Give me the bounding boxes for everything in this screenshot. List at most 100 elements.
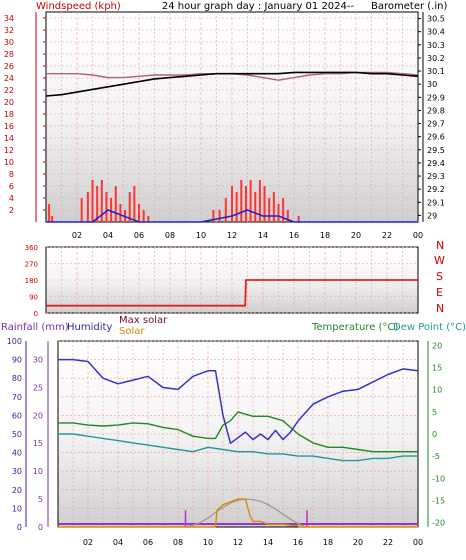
humidity-tick-80: 80: [12, 374, 22, 383]
direction-tick-180: 180: [25, 277, 38, 285]
bottom-x-tick-10: 10: [203, 538, 213, 547]
top-x-tick-08: 08: [165, 231, 175, 240]
top-x-tick-20: 20: [351, 231, 361, 240]
humidity-tick-100: 100: [7, 337, 22, 346]
wind-tick-24: 24: [4, 74, 14, 83]
wind-tick-32: 32: [4, 26, 14, 35]
bottom-x-tick-02: 02: [83, 538, 93, 547]
wind-tick-14: 14: [4, 134, 14, 143]
wind-tick-12: 12: [4, 146, 14, 155]
top-x-tick-12: 12: [227, 231, 237, 240]
humidity-tick-90: 90: [12, 356, 22, 365]
barometer-tick-30.1: 30.1: [427, 67, 445, 76]
windspeed-line: [46, 209, 418, 223]
humidity-tick-40: 40: [12, 449, 22, 458]
wind-tick-20: 20: [4, 98, 14, 107]
top-x-tick-06: 06: [134, 231, 144, 240]
windspeed-axis-label: Windspeed (kph): [36, 1, 121, 12]
wind-tick-6: 6: [9, 182, 14, 191]
top-x-tick-00: 00: [413, 231, 423, 240]
rain-tick-5: 5: [38, 495, 43, 504]
humidity-tick-50: 50: [12, 430, 22, 439]
direction-label-e: E: [436, 286, 443, 299]
wind-tick-26: 26: [4, 62, 14, 71]
direction-tick-270: 270: [25, 261, 38, 269]
direction-tick-0: 0: [34, 310, 38, 318]
humidity-tick-60: 60: [12, 411, 22, 420]
temperature-tick-15: 15: [432, 364, 442, 373]
barometer-tick-29.4: 29.4: [427, 159, 445, 168]
wind-tick-22: 22: [4, 86, 14, 95]
direction-label-n-top: N: [436, 239, 444, 252]
rain-tick-15: 15: [33, 439, 43, 448]
barometer-axis-label: Barometer (.in): [371, 1, 447, 12]
direction-tick-360: 360: [25, 244, 38, 252]
barometer-tick-30.2: 30.2: [427, 54, 445, 63]
top-x-tick-16: 16: [289, 231, 299, 240]
direction-label-n-bottom: N: [436, 302, 444, 315]
humidity-tick-20: 20: [12, 486, 22, 495]
humidity-tick-0: 0: [17, 523, 22, 532]
rainfall-axis-label: Rainfall (mm): [1, 322, 69, 333]
barometer-tick-29.2: 29.2: [427, 185, 445, 194]
direction-label-w: W: [434, 254, 445, 267]
wind-tick-34: 34: [4, 14, 14, 23]
top-x-tick-22: 22: [382, 231, 392, 240]
top-x-tick-18: 18: [320, 231, 330, 240]
solar-label: Solar: [119, 326, 145, 337]
temperature-tick--5: -5: [432, 452, 440, 461]
direction-tick-90: 90: [29, 294, 38, 302]
humidity-axis-label: Humidity: [67, 322, 112, 333]
bottom-x-tick-14: 14: [263, 538, 273, 547]
humidity-tick-70: 70: [12, 393, 22, 402]
top-x-tick-10: 10: [196, 231, 206, 240]
top-x-tick-14: 14: [258, 231, 268, 240]
wind-tick-16: 16: [4, 122, 14, 131]
temperature-tick--15: -15: [432, 496, 445, 505]
bottom-x-tick-20: 20: [353, 538, 363, 547]
bottom-x-tick-04: 04: [113, 538, 123, 547]
temperature-tick-10: 10: [432, 386, 442, 395]
temperature-axis-label: Temperature (°C): [311, 322, 398, 333]
barometer-tick-29.7: 29.7: [427, 120, 445, 129]
top-x-tick-04: 04: [103, 231, 113, 240]
wind-tick-28: 28: [4, 50, 14, 59]
bottom-x-tick-00: 00: [413, 538, 423, 547]
wind-tick-18: 18: [4, 110, 14, 119]
barometer-tick-29.9: 29.9: [427, 93, 445, 102]
barometer-tick-29.8: 29.8: [427, 106, 445, 115]
top-x-tick-02: 02: [72, 231, 82, 240]
dew-point-axis-label: Dew Point (°C): [393, 322, 466, 333]
direction-label-s: S: [436, 270, 443, 283]
temperature-tick-20: 20: [432, 341, 442, 350]
temperature-tick--20: -20: [432, 519, 445, 528]
max-solar-label: Max solar: [119, 315, 168, 326]
rain-tick-10: 10: [33, 467, 43, 476]
bottom-x-tick-08: 08: [173, 538, 183, 547]
wind-tick-4: 4: [9, 194, 14, 203]
temperature-tick--10: -10: [432, 474, 445, 483]
rain-tick-30: 30: [33, 355, 43, 364]
wind-tick-8: 8: [9, 170, 14, 179]
humidity-line: [58, 358, 419, 445]
wind-direction-line: [46, 279, 418, 307]
barometer-tick-29: 29: [427, 211, 437, 220]
barometer-tick-30.4: 30.4: [427, 28, 445, 37]
temperature-tick-5: 5: [432, 408, 437, 417]
barometer-tick-30: 30: [427, 80, 437, 89]
temperature-line: [58, 411, 418, 453]
bottom-x-tick-16: 16: [293, 538, 303, 547]
rain-tick-0: 0: [38, 523, 43, 532]
temperature-tick-0: 0: [432, 430, 437, 439]
barometer-tick-29.3: 29.3: [427, 172, 445, 181]
bottom-x-tick-18: 18: [323, 538, 333, 547]
dew-point-line: [58, 433, 418, 462]
wind-tick-10: 10: [4, 158, 14, 167]
wind-tick-30: 30: [4, 38, 14, 47]
bottom-x-tick-12: 12: [233, 538, 243, 547]
barometer-line: [45, 71, 419, 97]
barometer-tick-30.5: 30.5: [427, 15, 445, 24]
rain-tick-25: 25: [33, 383, 43, 392]
